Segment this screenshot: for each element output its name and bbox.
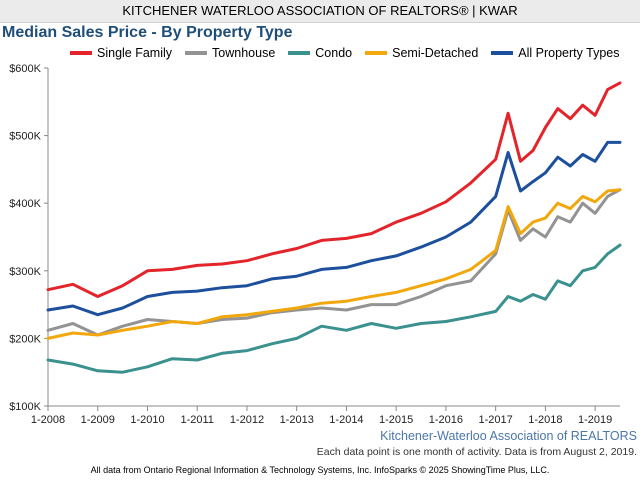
y-tick-label: $200K — [9, 333, 41, 345]
legend-item-all-property-types[interactable]: All Property Types — [491, 46, 619, 60]
chart-title: Median Sales Price - By Property Type — [2, 24, 293, 41]
series-line-condo — [46, 243, 622, 374]
legend: Single Family Townhouse Condo Semi-Detac… — [70, 45, 632, 61]
series-line-townhouse — [46, 188, 622, 337]
series-line-semi-detached — [46, 188, 622, 340]
legend-label: Single Family — [97, 46, 173, 60]
y-tick-label: $600K — [9, 63, 41, 75]
x-tick-label: 1-2016 — [429, 414, 463, 426]
x-tick-label: 1-2011 — [180, 414, 213, 426]
org-header: KITCHENER WATERLOO ASSOCIATION OF REALTO… — [0, 0, 640, 23]
legend-label: Townhouse — [212, 46, 276, 60]
x-tick-label: 1-2008 — [31, 414, 65, 426]
x-tick-label: 1-2015 — [379, 414, 413, 426]
footer: All data from Ontario Regional Informati… — [90, 465, 550, 475]
x-tick-label: 1-2017 — [479, 414, 513, 426]
x-tick-label: 1-2012 — [230, 414, 264, 426]
source-credit: Kitchener-Waterloo Association of REALTO… — [380, 429, 637, 443]
series-line-all-property-types — [46, 140, 622, 317]
legend-swatch — [491, 51, 514, 55]
x-tick-label: 1-2014 — [329, 414, 363, 426]
data-note: Each data point is one month of activity… — [316, 446, 637, 458]
y-tick-label: $300K — [9, 266, 41, 278]
x-tick-label: 1-2009 — [81, 414, 115, 426]
x-tick-label: 1-2013 — [280, 414, 314, 426]
legend-label: All Property Types — [518, 46, 620, 60]
y-tick-label: $500K — [9, 131, 41, 143]
y-tick-label: $100K — [9, 401, 41, 413]
legend-item-condo[interactable]: Condo — [288, 46, 352, 60]
x-tick-label: 1-2010 — [130, 414, 164, 426]
legend-label: Semi-Detached — [392, 46, 479, 60]
legend-swatch — [185, 51, 208, 55]
series-line-single-family — [46, 81, 622, 298]
legend-swatch — [288, 51, 311, 55]
line-chart: $100K $200K $300K $400K $500K $600K 1-2008 1-20… — [9, 63, 622, 426]
x-tick-label: 1-2019 — [578, 414, 612, 426]
legend-item-townhouse[interactable]: Townhouse — [185, 46, 275, 60]
legend-item-single-family[interactable]: Single Family — [70, 46, 172, 60]
x-tick-label: 1-2018 — [528, 414, 562, 426]
legend-label: Condo — [315, 46, 353, 60]
legend-swatch — [70, 51, 92, 55]
legend-swatch — [365, 51, 388, 55]
y-tick-label: $400K — [9, 198, 41, 210]
legend-item-semi-detached[interactable]: Semi-Detached — [365, 46, 478, 60]
